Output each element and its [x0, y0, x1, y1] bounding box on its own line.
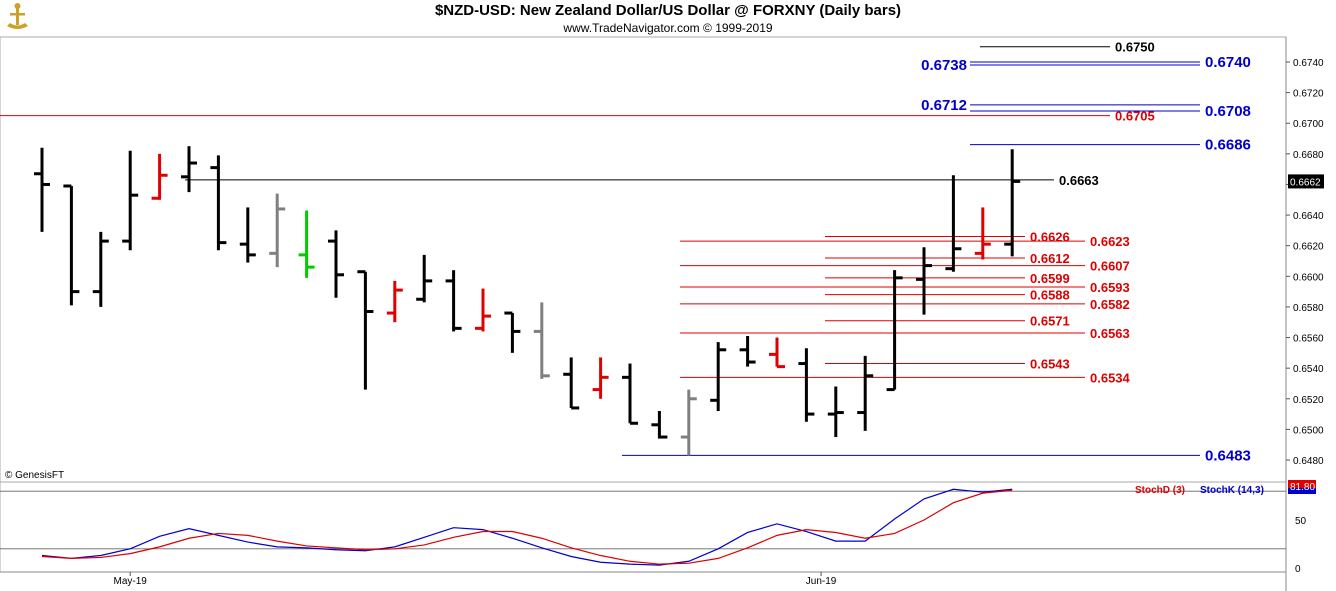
level-label: 0.6663 — [1059, 173, 1099, 188]
level-label: 0.6563 — [1090, 326, 1130, 341]
stoch-tick-label: 50 — [1295, 516, 1307, 527]
price-bars — [34, 146, 1021, 456]
ohlc-bar — [563, 357, 580, 410]
level-label: 0.6623 — [1090, 234, 1130, 249]
stoch-axis: 50 0 — [0, 490, 1307, 575]
ohlc-bar — [710, 342, 727, 412]
chart-subtitle: www.TradeNavigator.com © 1999-2019 — [563, 21, 773, 35]
ohlc-bar — [916, 247, 932, 315]
ohlc-bar — [181, 146, 197, 193]
stoch-series-line — [41, 488, 1013, 566]
level-label: 0.6588 — [1030, 288, 1070, 303]
stoch-legend-d: StochD (3) — [1135, 485, 1185, 496]
ohlc-bar — [63, 184, 80, 306]
level-label: 0.6712 — [921, 97, 967, 114]
price-tick-label: 0.6620 — [1293, 242, 1324, 253]
ohlc-bar — [651, 411, 668, 439]
x-axis: May-19 Jun-19 — [114, 572, 837, 587]
price-tick-label: 0.6740 — [1293, 58, 1324, 69]
price-tick-label: 0.6720 — [1293, 89, 1324, 100]
ohlc-bar — [739, 336, 756, 367]
stoch-value-box-k — [1288, 488, 1316, 494]
chart-title: $NZD-USD: New Zealand Dollar/US Dollar @… — [434, 2, 902, 19]
watermark: © GenesisFT — [5, 470, 64, 481]
ohlc-bar — [680, 389, 697, 456]
stoch-current-value: 81.80 — [1290, 482, 1315, 493]
ohlc-bar — [92, 231, 109, 307]
price-tick-label: 0.6560 — [1293, 334, 1324, 345]
ohlc-bar — [974, 207, 991, 260]
ohlc-bar — [827, 386, 844, 438]
level-label: 0.6483 — [1205, 447, 1251, 464]
current-price-box — [1288, 174, 1324, 189]
level-label: 0.6705 — [1115, 109, 1155, 124]
ohlc-bar — [210, 155, 227, 251]
ohlc-bar — [386, 280, 403, 323]
ohlc-bar — [886, 270, 903, 392]
ohlc-bar — [298, 210, 315, 278]
level-label: 0.6626 — [1030, 230, 1070, 245]
ohlc-bar — [269, 193, 286, 268]
level-label: 0.6740 — [1205, 54, 1251, 71]
current-price-marker: 0.6662 — [1288, 174, 1324, 189]
ohlc-bar — [357, 270, 374, 390]
level-label: 0.6738 — [921, 57, 967, 74]
trade-navigator-logo-icon — [7, 3, 28, 29]
ohlc-bar — [592, 357, 609, 399]
stoch-series-line — [41, 489, 1013, 565]
stoch-lines — [41, 488, 1013, 566]
ohlc-bar — [475, 288, 491, 332]
ohlc-bar — [533, 302, 550, 379]
level-label: 0.6708 — [1205, 103, 1251, 120]
ohlc-bar — [945, 175, 962, 272]
level-label: 0.6534 — [1090, 370, 1131, 385]
ohlc-bar — [151, 153, 168, 200]
x-tick-label: Jun-19 — [806, 576, 837, 587]
price-tick-label: 0.6680 — [1293, 150, 1324, 161]
price-tick-label: 0.6500 — [1293, 425, 1324, 436]
stoch-legend-k: StochK (14,3) — [1200, 485, 1264, 496]
stoch-tick-label: 0 — [1295, 564, 1301, 575]
price-tick-label: 0.6580 — [1293, 303, 1324, 314]
price-tick-label: 0.6480 — [1293, 456, 1324, 467]
ohlc-bar — [769, 337, 785, 369]
ohlc-bar — [504, 311, 521, 353]
ohlc-bar — [34, 147, 50, 232]
level-label: 0.6750 — [1115, 40, 1155, 55]
ohlc-bar — [239, 207, 256, 263]
ohlc-bar — [1004, 149, 1021, 257]
ohlc-bar — [416, 254, 433, 303]
level-label: 0.6612 — [1030, 251, 1070, 266]
price-tick-label: 0.6700 — [1293, 119, 1324, 130]
stoch-pane-frame — [0, 481, 1287, 573]
ohlc-bar — [122, 150, 139, 251]
level-label: 0.6599 — [1030, 271, 1070, 286]
x-tick-label: May-19 — [114, 576, 148, 587]
price-tick-label: 0.6520 — [1293, 395, 1324, 406]
level-label: 0.6582 — [1090, 297, 1130, 312]
ohlc-bar — [328, 230, 344, 298]
stoch-value-box-d — [1288, 480, 1316, 488]
price-tick-label: 0.6540 — [1293, 364, 1324, 375]
level-label: 0.6593 — [1090, 280, 1130, 295]
price-tick-label: 0.6640 — [1293, 211, 1324, 222]
ohlc-bar — [622, 363, 638, 425]
price-axis: 0.67400.67200.67000.66800.66600.66400.66… — [1286, 58, 1324, 467]
stoch-legend: StochD (3) StochK (14,3) 81.80 — [1135, 480, 1316, 496]
ohlc-bar — [857, 355, 874, 431]
support-resistance-levels: 0.6750 0.6740 0.6738 0.6712 0.6708 0.6705 0.66… — [0, 40, 1251, 464]
level-label: 0.6607 — [1090, 259, 1130, 274]
level-label: 0.6571 — [1030, 314, 1070, 329]
level-label: 0.6686 — [1205, 137, 1251, 154]
current-price-label: 0.6662 — [1290, 177, 1321, 188]
level-label: 0.6543 — [1030, 357, 1070, 372]
ohlc-bar — [798, 348, 815, 422]
ohlc-bar — [445, 270, 462, 332]
price-tick-label: 0.6600 — [1293, 272, 1324, 283]
